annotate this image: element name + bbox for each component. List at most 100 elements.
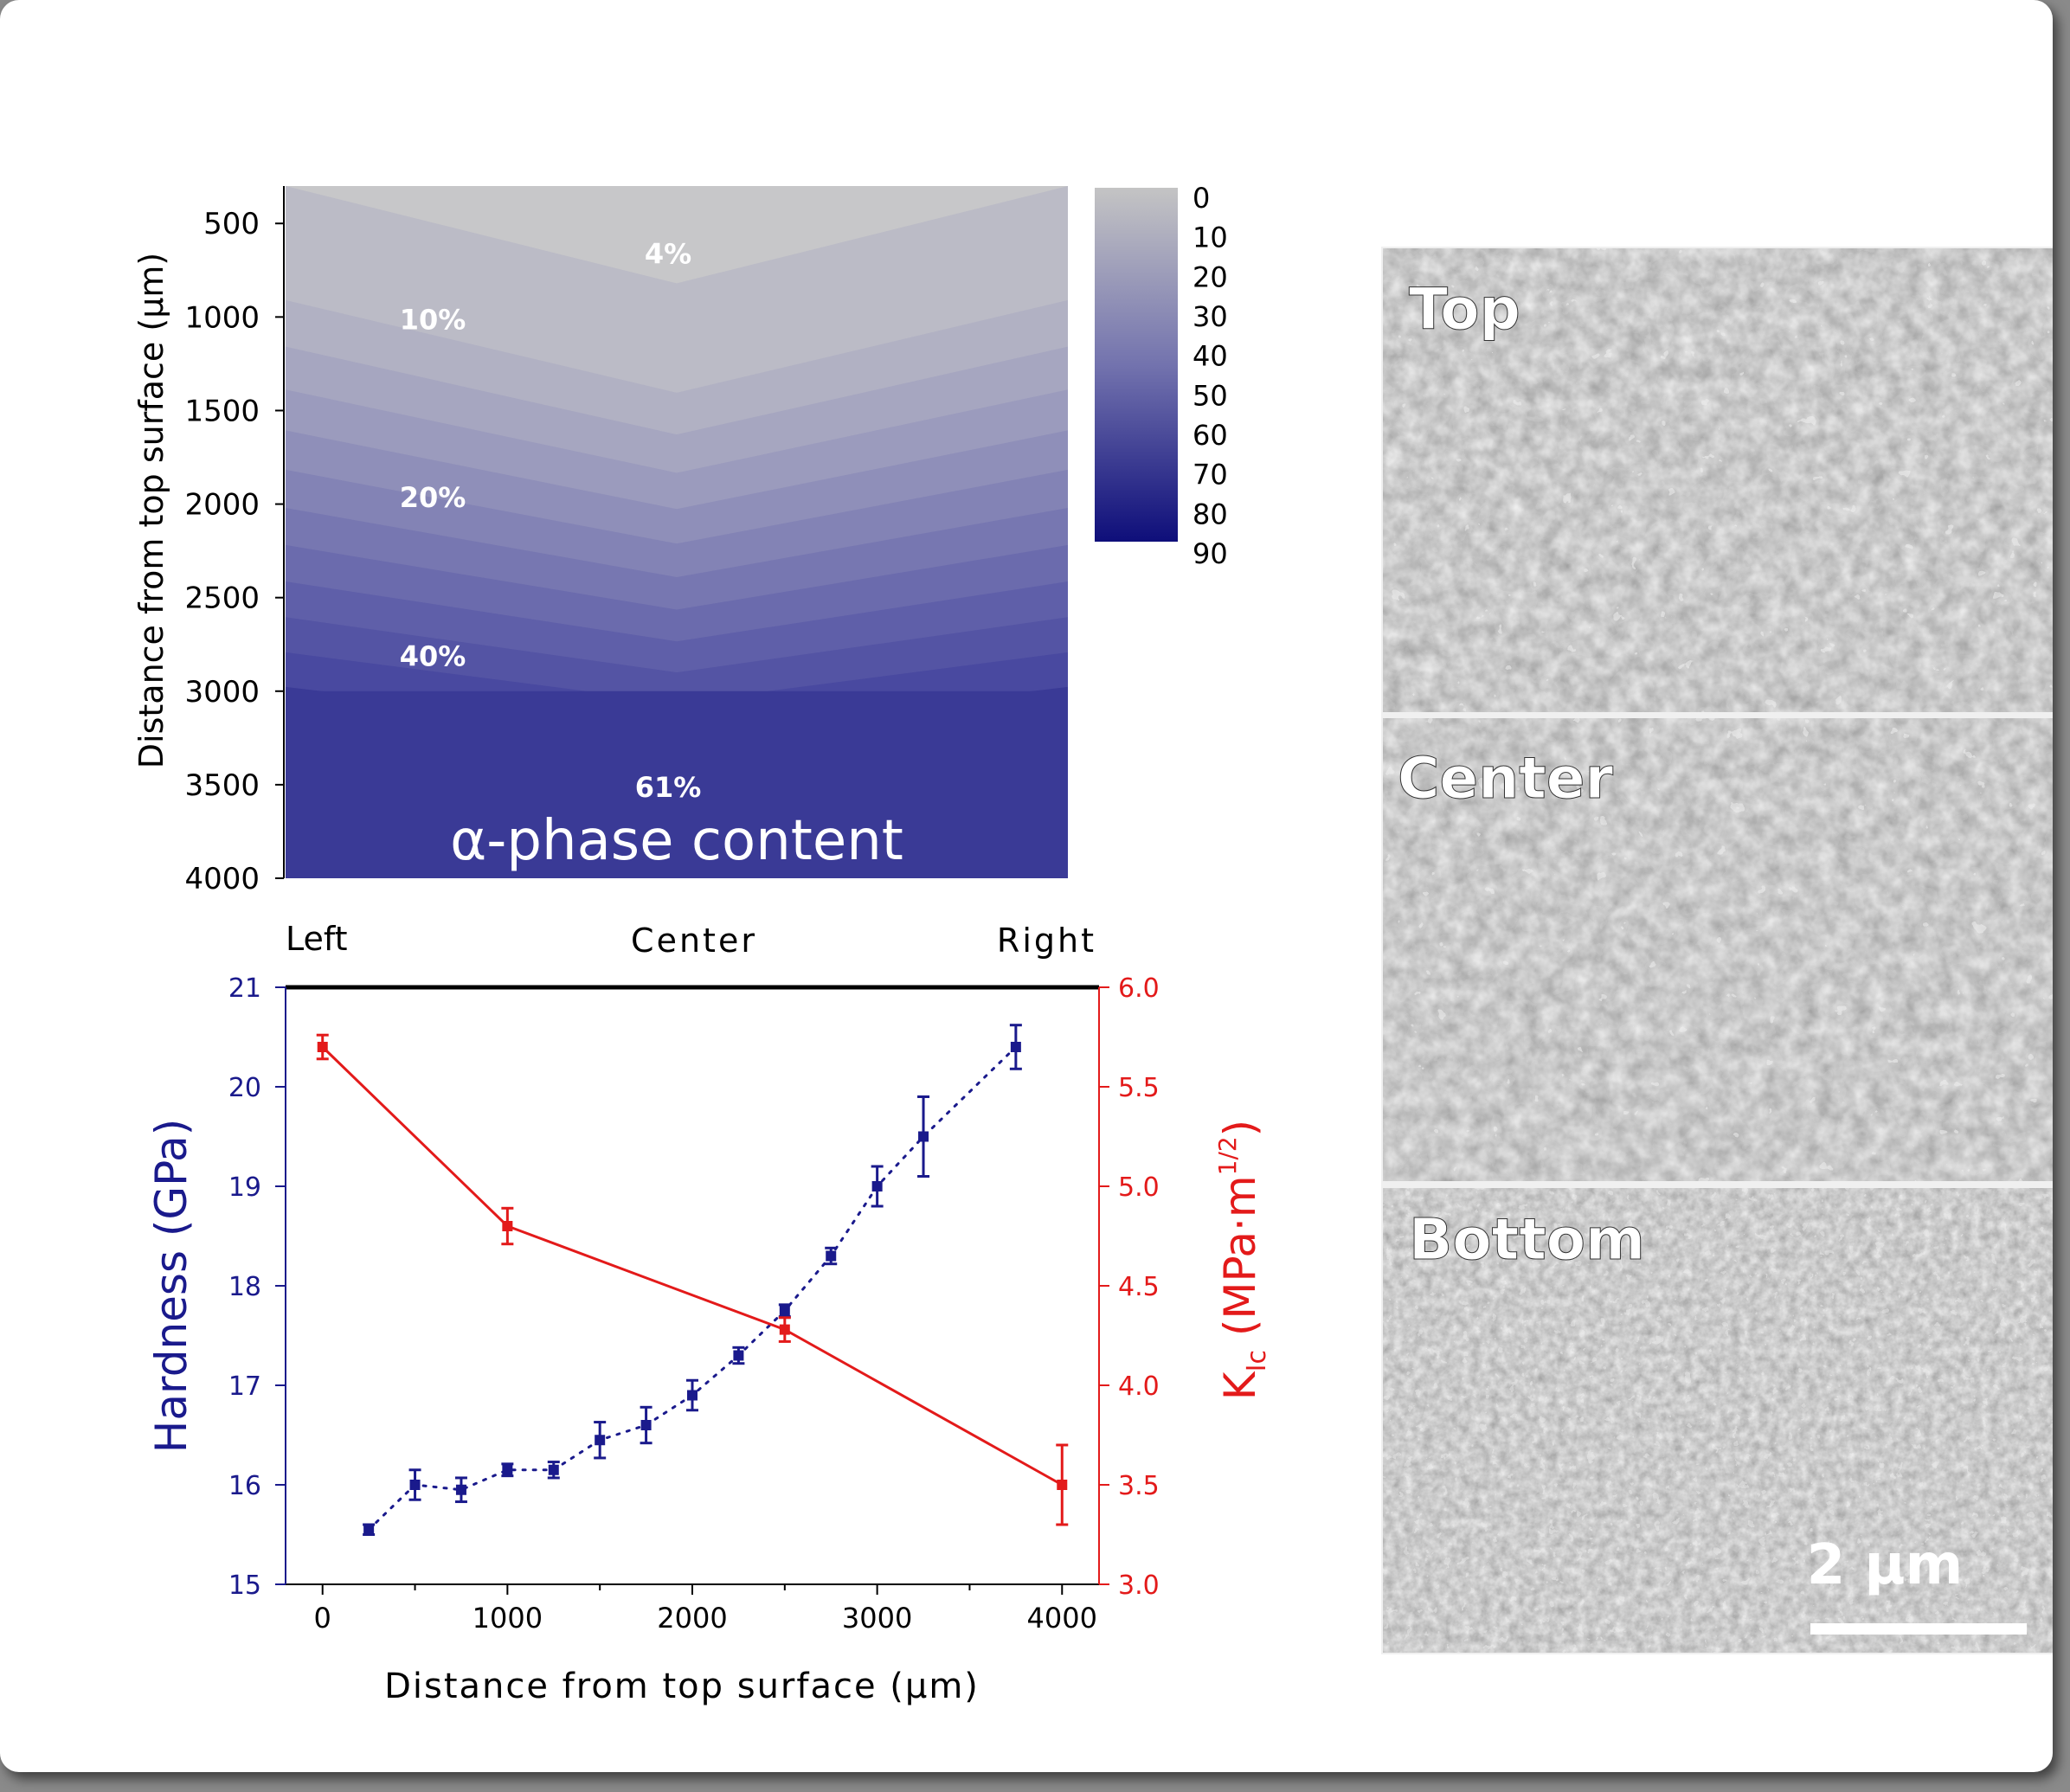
position-label-right: Right	[997, 922, 1096, 960]
colorbar-ticks: 0 10 20 30 40 50 60 70 80 90	[1192, 182, 1228, 570]
contour-band	[286, 186, 1068, 284]
colorbar-tick-label: 10	[1192, 222, 1228, 254]
left-y-tick-label: 17	[228, 1371, 261, 1402]
contour-title: α-phase content	[450, 809, 903, 873]
left-y-tick-label: 19	[228, 1172, 261, 1203]
toughness-point	[317, 1042, 328, 1052]
right-y-label-close: )	[1215, 1120, 1265, 1137]
toughness-series-line	[321, 1045, 1064, 1487]
colorbar: 0 10 20 30 40 50 60 70 80 90	[1095, 182, 1228, 570]
right-y-tick-label: 5.0	[1118, 1172, 1160, 1203]
alpha-phase-contour-map: 4% 10% 20% 40% 61% α-phase content 500 1000 15…	[132, 186, 1068, 896]
contour-y-tick-label: 2000	[184, 488, 260, 523]
right-y-tick-label: 4.5	[1118, 1272, 1160, 1302]
hardness-point	[548, 1464, 559, 1475]
sem-label-center: Center	[1398, 745, 1613, 812]
left-y-axis-ticks: 15 16 17 18 19 20 21	[228, 973, 286, 1601]
hardness-point	[826, 1250, 837, 1262]
left-y-tick-label: 21	[228, 973, 261, 1004]
right-y-tick-label: 3.0	[1118, 1570, 1160, 1601]
contour-y-tick-label: 1500	[184, 394, 260, 428]
left-y-tick-label: 16	[228, 1471, 261, 1501]
colorbar-tick-label: 50	[1192, 379, 1228, 412]
colorbar-tick-label: 30	[1192, 300, 1228, 333]
position-label-center: Center	[631, 922, 757, 960]
right-y-tick-label: 4.0	[1118, 1371, 1160, 1402]
hardness-point	[779, 1305, 790, 1316]
contour-y-axis-label: Distance from top surface (μm)	[132, 253, 170, 768]
colorbar-tick-label: 80	[1192, 498, 1228, 530]
hardness-point	[502, 1464, 513, 1475]
contour-band	[286, 186, 1068, 393]
contour-y-tick-label: 3500	[184, 768, 260, 803]
sem-panel-center: Center	[1383, 718, 2053, 1181]
x-tick-label: 4000	[1027, 1602, 1097, 1635]
hardness-point	[455, 1484, 466, 1495]
toughness-point	[1057, 1480, 1068, 1490]
toughness-point	[502, 1221, 513, 1231]
contour-label: 61%	[635, 771, 702, 804]
left-y-axis-label: Hardness (GPa)	[146, 1119, 196, 1453]
hardness-point	[640, 1420, 652, 1430]
hardness-point	[409, 1480, 421, 1490]
contour-y-tick-label: 3000	[184, 675, 260, 710]
colorbar-tick-label: 90	[1192, 537, 1228, 570]
contour-y-ticks: 500 1000 1500 2000 2500 3000 3500 4000	[184, 207, 284, 896]
x-tick-label: 1000	[472, 1602, 543, 1635]
right-y-label-unit: (MPa·m	[1215, 1175, 1265, 1350]
sem-micrographs: Top Center Bottom 2 μm	[1381, 247, 2053, 1654]
hardness-series-line	[367, 1045, 1018, 1532]
right-y-tick-label: 6.0	[1118, 973, 1160, 1004]
toughness-point	[779, 1324, 790, 1335]
hardness-point	[733, 1350, 744, 1361]
contour-labels: 4% 10% 20% 40% 61%	[400, 238, 702, 804]
colorbar-tick-label: 40	[1192, 340, 1228, 373]
hardness-point	[363, 1524, 375, 1535]
right-y-axis-ticks: 3.0 3.5 4.0 4.5 5.0 5.5 6.0	[1099, 973, 1160, 1601]
sem-label-bottom: Bottom	[1409, 1206, 1645, 1273]
right-y-label-main: K	[1215, 1371, 1265, 1400]
contour-label: 40%	[400, 640, 466, 673]
left-y-tick-label: 15	[228, 1570, 261, 1601]
sem-panel-bottom: Bottom	[1383, 1188, 2053, 1653]
sem-label-top: Top	[1409, 276, 1520, 343]
right-y-tick-label: 5.5	[1118, 1073, 1160, 1103]
contour-label: 10%	[400, 303, 466, 336]
sem-image-top	[1383, 248, 2053, 712]
plot-frame	[285, 986, 1100, 1585]
colorbar-tick-label: 0	[1192, 182, 1210, 215]
x-tick-label: 2000	[657, 1602, 727, 1635]
left-y-tick-label: 18	[228, 1272, 261, 1302]
right-y-axis-label: KIc (MPa·m1/2)	[1213, 1120, 1272, 1400]
x-axis-ticks: 0 1000 2000 3000 4000	[314, 1584, 1097, 1635]
contour-y-tick-label: 4000	[184, 862, 260, 896]
contour-band-deep	[286, 690, 1068, 878]
scale-bar-label: 2 μm	[1807, 1533, 1964, 1597]
right-y-label-sup: 1/2	[1213, 1136, 1242, 1175]
colorbar-tick-label: 70	[1192, 459, 1228, 491]
x-axis-label: Distance from top surface (μm)	[384, 1667, 980, 1706]
contour-label: 4%	[645, 238, 691, 271]
contour-y-tick-label: 1000	[184, 300, 260, 335]
hardness-point	[918, 1131, 929, 1142]
hardness-point	[871, 1181, 883, 1191]
hardness-point	[1010, 1042, 1021, 1052]
hardness-toughness-chart: 0 1000 2000 3000 4000 15 16 17 18 19 20 21 3.0 3.5 4…	[146, 973, 1272, 1706]
contour-label: 20%	[400, 481, 466, 514]
colorbar-tick-label: 60	[1192, 419, 1228, 452]
x-tick-label: 0	[314, 1602, 331, 1635]
colorbar-tick-label: 20	[1192, 260, 1228, 293]
x-tick-label: 3000	[842, 1602, 912, 1635]
position-label-left: Left	[286, 920, 348, 958]
right-y-tick-label: 3.5	[1118, 1471, 1160, 1501]
sem-panel-top: Top	[1383, 248, 2053, 712]
colorbar-gradient	[1095, 188, 1178, 542]
hardness-point	[687, 1390, 698, 1401]
hardness-point	[595, 1435, 606, 1446]
sem-image-center	[1383, 718, 2053, 1181]
scale-bar	[1810, 1623, 2027, 1635]
sem-image-bottom	[1383, 1188, 2053, 1653]
left-y-tick-label: 20	[228, 1073, 261, 1103]
